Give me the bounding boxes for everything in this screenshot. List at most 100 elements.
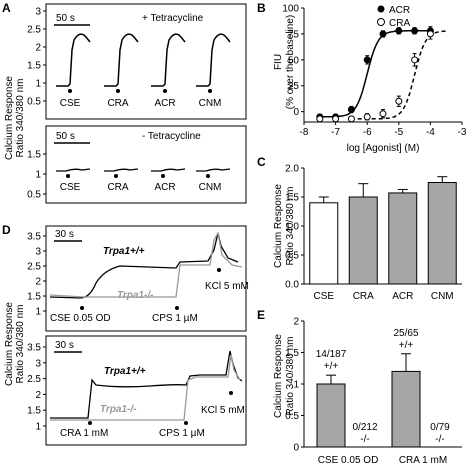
e-ytick-label: 1 bbox=[293, 380, 299, 391]
panel-c-ylabel: Calcium Response Ratio 340/380 nm bbox=[273, 184, 296, 268]
ytick-label: 2 bbox=[35, 390, 41, 401]
trace-a-bottom-cse bbox=[56, 168, 91, 172]
c-xtick-label: CSE bbox=[313, 291, 334, 302]
c-ytick-label: 1.5 bbox=[285, 193, 299, 204]
panel-b-xlabel: log [Agonist] (M) bbox=[347, 143, 420, 154]
stim-dot bbox=[68, 89, 72, 93]
trace-a-top-cra bbox=[104, 33, 139, 87]
ytick-label: 1.5 bbox=[27, 292, 41, 303]
panel-a-bottom-traces bbox=[56, 168, 231, 172]
ytick-label: 0.5 bbox=[27, 97, 41, 108]
panel-b-points bbox=[316, 26, 434, 123]
b-xtick-label: -7 bbox=[331, 127, 340, 138]
panel-d-ylabel-line1: Calcium Response bbox=[4, 302, 15, 386]
bar-cse bbox=[309, 202, 339, 285]
bar-e-2 bbox=[391, 370, 421, 448]
panel-a-top-labels: CSE CRA ACR CNM bbox=[60, 89, 221, 109]
fit-curve-acr bbox=[316, 30, 431, 118]
ytick-label: 1 bbox=[35, 422, 41, 433]
panel-c-letter: C bbox=[257, 155, 266, 169]
panel-d-ylabel-line2: Ratio 340/380 nm bbox=[15, 305, 26, 384]
trace-d-bottom-ko bbox=[50, 354, 241, 421]
panel-a-ylabel: Calcium Response Ratio 340/380 nm bbox=[4, 76, 26, 160]
fit-curve-cra bbox=[357, 30, 447, 120]
panel-b-ylabel: FIU (% over the baseline) bbox=[273, 15, 296, 110]
bar-genotype-label: -/- bbox=[360, 434, 369, 445]
panel-a-top-condition: + Tetracycline bbox=[142, 13, 204, 24]
panel-d-bottom-stim3: KCl 5 mM bbox=[201, 405, 245, 416]
bar-e-0 bbox=[316, 383, 346, 448]
agonist-label: CSE bbox=[60, 98, 81, 109]
b-ytick-label: 0 bbox=[293, 107, 299, 118]
panel-b-legend: ACR CRA bbox=[377, 5, 410, 29]
c-ytick-label: 0.0 bbox=[285, 280, 299, 291]
panel-a-top-scale: 50 s bbox=[56, 13, 75, 24]
panel-d-bottom-stim1-dot bbox=[88, 421, 92, 425]
b-ytick-label: 25 bbox=[288, 81, 300, 92]
panel-d-bottom-traces bbox=[50, 350, 243, 421]
panel-b-curves bbox=[316, 30, 447, 120]
panel-d-bottom-box bbox=[45, 335, 247, 446]
panel-d-top-stim1-dot bbox=[80, 306, 84, 310]
bar-count-label: 0/212 bbox=[352, 422, 377, 433]
panel-d-bottom-scale: 30 s bbox=[55, 340, 74, 351]
panel-d-bottom-yticks: 3.5 3 2.5 2 1.5 1 bbox=[27, 343, 46, 433]
panel-d-top-box bbox=[45, 225, 247, 332]
panel-d-top-stim2-dot bbox=[175, 306, 179, 310]
stim-dot bbox=[116, 89, 120, 93]
agonist-label: CNM bbox=[199, 182, 222, 193]
b-ytick-label: 100 bbox=[282, 4, 299, 15]
e-group-label: CSE 0.05 OD bbox=[318, 455, 379, 466]
panel-d-top-wt-label: Trpa1+/+ bbox=[103, 246, 145, 257]
legend-acr-label: ACR bbox=[389, 5, 410, 16]
ytick-label: 2 bbox=[35, 277, 41, 288]
panel-c-ylabel-line1: Calcium Response bbox=[273, 184, 284, 268]
panel-d-bottom-stim2-dot bbox=[184, 421, 188, 425]
ytick-label: 1 bbox=[35, 79, 41, 90]
panel-e-ylabel-line2: Ratio 340/380 nm bbox=[285, 337, 296, 416]
trace-a-top-cnm bbox=[196, 33, 231, 87]
point-acr bbox=[395, 27, 403, 35]
c-ytick-label: 0.5 bbox=[285, 251, 299, 262]
panel-d-top-scale: 30 s bbox=[55, 229, 74, 240]
b-xtick-label: -8 bbox=[300, 127, 309, 138]
ytick-label: 2.5 bbox=[27, 25, 41, 36]
bar-cnm bbox=[427, 182, 457, 285]
panel-e-ylabel: Calcium Response Ratio 340/380 nm bbox=[273, 334, 296, 418]
bar-acr bbox=[388, 192, 418, 285]
panel-a-bottom-box bbox=[45, 125, 247, 204]
c-ytick-label: 2.0 bbox=[285, 164, 299, 175]
panel-b-axes: 100 75 50 25 0-8 -7 -6 -5 -4 -3 bbox=[282, 4, 467, 139]
ytick-label: 3.5 bbox=[27, 343, 41, 354]
bar-count-label: 14/187 bbox=[316, 349, 347, 360]
panel-d-top-stim3-dot bbox=[217, 268, 221, 272]
panel-d-bottom-wt-label: Trpa1+/+ bbox=[104, 366, 146, 377]
point-cra bbox=[347, 115, 355, 123]
point-cra bbox=[363, 113, 371, 121]
c-xtick-label: CNM bbox=[431, 291, 454, 302]
stim-dot bbox=[66, 174, 70, 178]
trace-a-top-acr bbox=[151, 33, 186, 87]
trace-d-top-wt bbox=[49, 232, 239, 299]
b-ytick-label: 75 bbox=[288, 29, 300, 40]
point-cra bbox=[332, 115, 340, 123]
ytick-label: 1.5 bbox=[27, 406, 41, 417]
panel-d-top-stim2: CPS 1 µM bbox=[152, 313, 198, 324]
ytick-label: 2 bbox=[35, 43, 41, 54]
bar-genotype-label: +/+ bbox=[399, 340, 414, 351]
point-cra bbox=[411, 56, 419, 64]
agonist-label: CRA bbox=[107, 98, 128, 109]
panel-b-ylabel-line1: FIU bbox=[273, 54, 284, 70]
e-group-label: CRA 1 mM bbox=[399, 455, 447, 466]
panel-d-top-stim1: CSE 0.05 OD bbox=[50, 313, 111, 324]
c-xtick-label: ACR bbox=[392, 291, 413, 302]
panel-b-letter: B bbox=[257, 1, 266, 15]
agonist-label: ACR bbox=[154, 98, 175, 109]
panel-e-ylabel-line1: Calcium Response bbox=[273, 334, 284, 418]
point-cra bbox=[316, 115, 324, 123]
point-cra bbox=[395, 97, 403, 105]
bar-count-label: 0/79 bbox=[430, 422, 450, 433]
stim-dot bbox=[161, 174, 165, 178]
ytick-label: 2.5 bbox=[27, 262, 41, 273]
